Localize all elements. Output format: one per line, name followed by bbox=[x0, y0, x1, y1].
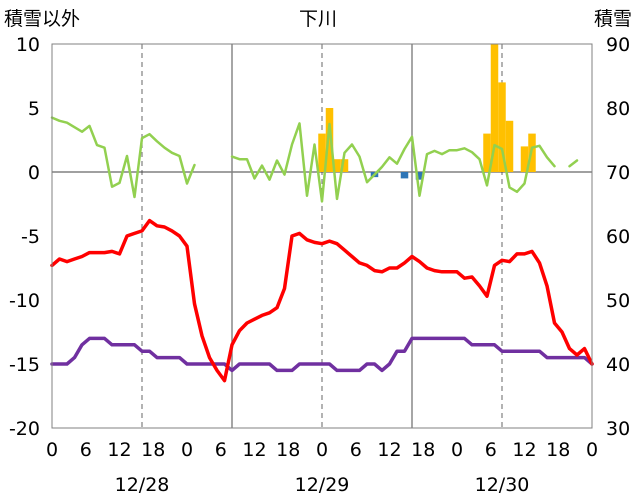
snow-depth-line-0 bbox=[50, 116, 196, 199]
right-tick-label-4: 50 bbox=[606, 290, 630, 312]
dewpoint-line bbox=[50, 336, 594, 373]
x-date-labels: 12/28 12/29 12/30 bbox=[115, 474, 530, 496]
left-tick-label-1: 5 bbox=[28, 98, 40, 120]
x-hour-ticks: 0 6 12 18 0 6 12 18 0 6 12 18 0 6 12 18 0 bbox=[46, 439, 598, 461]
right-tick-label-5: 40 bbox=[606, 354, 630, 376]
precip-bar-7 bbox=[483, 133, 491, 172]
hour-tick-label-14: 12 bbox=[512, 439, 536, 461]
chart-title: 下川 bbox=[299, 8, 337, 30]
hour-tick-label-10: 12 bbox=[377, 439, 401, 461]
left-tick-label-0: 10 bbox=[16, 34, 40, 56]
left-tick-label-3: -5 bbox=[21, 226, 40, 248]
day-dividers bbox=[231, 44, 413, 428]
temperature-line bbox=[50, 218, 594, 383]
left-y-ticks: 10 5 0 -5 -10 -15 -20 bbox=[9, 34, 40, 440]
hour-tick-label-5: 6 bbox=[215, 439, 227, 461]
date-label-2: 12/30 bbox=[475, 474, 530, 496]
hour-tick-label-9: 6 bbox=[350, 439, 362, 461]
hour-tick-label-13: 6 bbox=[485, 439, 497, 461]
date-label-0: 12/28 bbox=[115, 474, 170, 496]
right-axis-label: 積雪 bbox=[594, 8, 632, 30]
right-tick-label-3: 60 bbox=[606, 226, 630, 248]
left-axis-label: 積雪以外 bbox=[4, 8, 80, 30]
precip-bar-9 bbox=[498, 82, 506, 172]
hour-tick-label-12: 0 bbox=[451, 439, 463, 461]
hour-tick-label-8: 0 bbox=[316, 439, 328, 461]
hour-tick-label-1: 6 bbox=[80, 439, 92, 461]
hour-tick-label-11: 18 bbox=[411, 439, 435, 461]
date-label-1: 12/29 bbox=[295, 474, 350, 496]
series-lines bbox=[50, 116, 594, 383]
hour-tick-label-7: 18 bbox=[276, 439, 300, 461]
precip-bar-2 bbox=[333, 159, 341, 172]
precip-bar-1 bbox=[325, 108, 334, 172]
precip-bar-10 bbox=[505, 120, 514, 172]
precip-bar-0 bbox=[318, 133, 326, 172]
precip-bar-6 bbox=[415, 172, 424, 180]
hour-tick-label-4: 0 bbox=[181, 439, 193, 461]
snow-depth-line-1 bbox=[230, 122, 579, 203]
hour-tick-label-0: 0 bbox=[46, 439, 58, 461]
hour-tick-label-15: 18 bbox=[546, 439, 570, 461]
precip-bar-11 bbox=[520, 146, 529, 172]
left-tick-label-4: -10 bbox=[9, 290, 40, 312]
left-tick-label-2: 0 bbox=[28, 162, 40, 184]
hour-tick-label-6: 12 bbox=[242, 439, 266, 461]
right-tick-label-1: 80 bbox=[606, 98, 630, 120]
right-tick-label-2: 70 bbox=[606, 162, 630, 184]
hour-tick-label-2: 12 bbox=[107, 439, 131, 461]
left-tick-label-5: -15 bbox=[9, 354, 40, 376]
plot-frame bbox=[51, 43, 593, 429]
left-tick-label-6: -20 bbox=[9, 418, 40, 440]
hour-tick-label-3: 18 bbox=[141, 439, 165, 461]
right-y-ticks: 90 80 70 60 50 40 30 bbox=[606, 34, 630, 440]
right-tick-label-0: 90 bbox=[606, 34, 630, 56]
precip-bar-5 bbox=[400, 172, 409, 179]
hour-tick-label-16: 0 bbox=[586, 439, 598, 461]
precip-bar-3 bbox=[340, 159, 349, 172]
precip-bar-8 bbox=[490, 44, 499, 172]
right-tick-label-6: 30 bbox=[606, 418, 630, 440]
gridlines bbox=[52, 44, 592, 428]
